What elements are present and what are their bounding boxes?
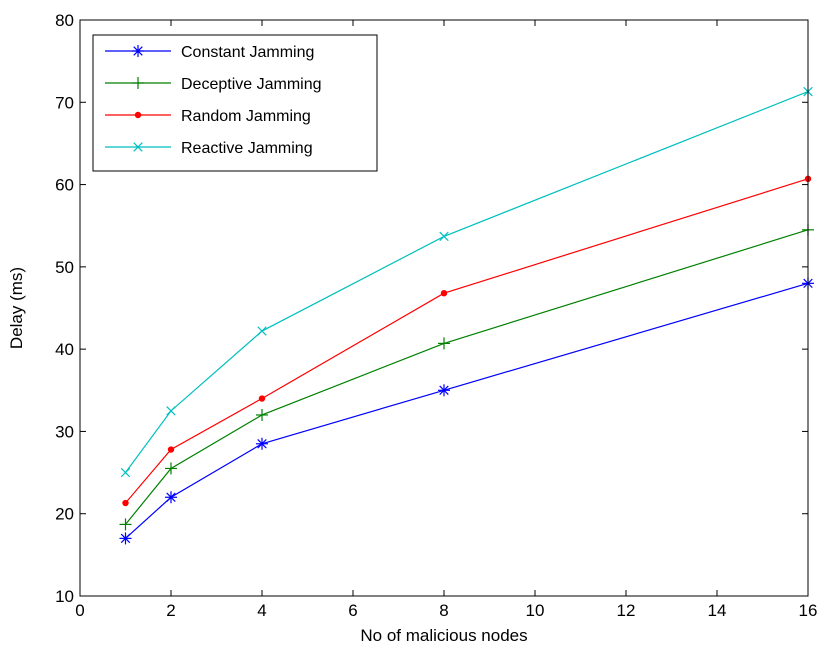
x-tick-label: 12 [617, 601, 636, 620]
plus-marker [438, 337, 450, 350]
asterisk-marker [438, 384, 450, 397]
dot-marker [167, 446, 175, 453]
legend-label: Random Jamming [181, 108, 311, 125]
y-tick-label: 30 [55, 422, 74, 441]
x-marker [257, 326, 267, 336]
legend-box [92, 34, 378, 172]
dot-marker [122, 499, 129, 507]
y-tick-label: 40 [55, 340, 74, 359]
x-axis-label: No of malicious nodes [360, 626, 527, 645]
series-layer [119, 86, 814, 545]
y-tick-label: 70 [55, 93, 74, 112]
plus-marker [165, 462, 177, 475]
x-tick-label: 8 [439, 601, 448, 620]
legend-label: Deceptive Jamming [181, 76, 322, 93]
x-tick-label: 14 [708, 601, 727, 620]
asterisk-marker [119, 532, 132, 545]
legend: Constant Jamming Deceptive Jamming Random … [92, 34, 378, 172]
asterisk-marker [132, 45, 144, 57]
axis-ticks: 0 2 4 6 8 10 12 14 16 10 20 30 40 50 60 70 80 [55, 11, 817, 620]
plus-marker [132, 77, 144, 89]
plus-marker [119, 518, 132, 531]
x-tick-label: 4 [257, 601, 266, 620]
asterisk-marker [165, 491, 177, 504]
dot-marker [134, 111, 142, 119]
legend-item: Random Jamming [105, 108, 311, 125]
plus-marker [256, 408, 268, 421]
x-marker [133, 142, 143, 152]
y-tick-label: 50 [55, 258, 74, 277]
legend-item: Reactive Jamming [105, 140, 313, 157]
x-tick-label: 10 [526, 601, 545, 620]
x-tick-label: 0 [75, 601, 84, 620]
x-marker [439, 231, 449, 242]
y-axis-label: Delay (ms) [7, 267, 26, 349]
dot-marker [440, 289, 448, 297]
x-marker [120, 467, 131, 478]
legend-label: Reactive Jamming [181, 140, 313, 157]
legend-item: Constant Jamming [105, 44, 314, 61]
x-marker [166, 406, 176, 416]
legend-item: Deceptive Jamming [105, 76, 322, 93]
legend-label: Constant Jamming [181, 44, 314, 61]
y-tick-label: 80 [55, 11, 74, 30]
x-tick-label: 16 [799, 601, 818, 620]
dot-marker [258, 395, 266, 402]
x-tick-label: 6 [348, 601, 357, 620]
y-tick-label: 10 [55, 587, 74, 606]
asterisk-marker [256, 437, 268, 450]
x-tick-label: 2 [166, 601, 175, 620]
series-0 [119, 277, 814, 545]
y-tick-label: 20 [55, 505, 74, 524]
y-tick-label: 60 [55, 176, 74, 195]
